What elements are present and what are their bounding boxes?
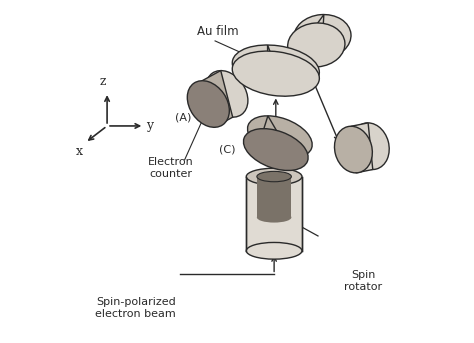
Ellipse shape — [288, 23, 345, 67]
Ellipse shape — [247, 116, 312, 158]
Text: Au film: Au film — [197, 25, 238, 38]
Polygon shape — [267, 45, 285, 96]
Text: x: x — [76, 144, 83, 157]
Ellipse shape — [257, 172, 292, 182]
Text: (B): (B) — [357, 155, 374, 165]
FancyBboxPatch shape — [246, 177, 302, 251]
Ellipse shape — [232, 45, 319, 90]
Text: Spin
rotator: Spin rotator — [345, 270, 383, 292]
FancyBboxPatch shape — [257, 177, 292, 217]
Ellipse shape — [232, 51, 319, 96]
Ellipse shape — [187, 81, 229, 127]
Text: (C): (C) — [219, 144, 235, 155]
Text: (A): (A) — [175, 113, 191, 122]
Polygon shape — [264, 116, 292, 170]
Ellipse shape — [294, 14, 351, 59]
Polygon shape — [315, 14, 324, 67]
Ellipse shape — [246, 168, 302, 185]
Ellipse shape — [246, 243, 302, 259]
Ellipse shape — [206, 71, 248, 117]
Text: (D): (D) — [308, 26, 325, 36]
Polygon shape — [351, 123, 373, 173]
Polygon shape — [202, 71, 233, 127]
Text: Electron
counter: Electron counter — [148, 157, 194, 179]
Ellipse shape — [335, 126, 373, 173]
Ellipse shape — [257, 212, 292, 223]
Text: y: y — [146, 119, 153, 132]
Text: Spin-polarized
electron beam: Spin-polarized electron beam — [95, 297, 176, 319]
Ellipse shape — [351, 123, 389, 169]
Text: z: z — [100, 75, 106, 88]
Ellipse shape — [244, 129, 308, 170]
